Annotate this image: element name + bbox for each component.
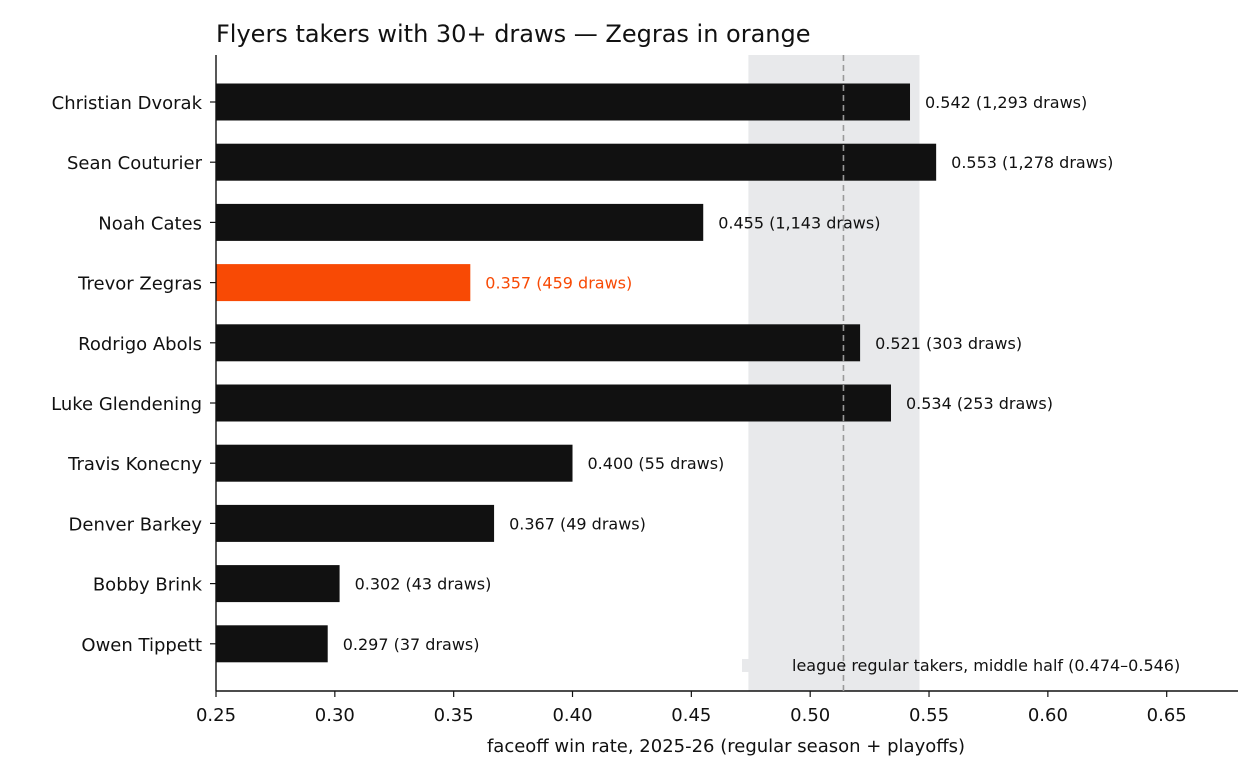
- category-label-1: Christian Dvorak: [52, 93, 203, 114]
- category-label-4: Trevor Zegras: [77, 274, 202, 295]
- value-label-10: 0.297 (37 draws): [343, 635, 480, 654]
- bar-6: [216, 384, 891, 422]
- x-tick-label-4: 0.40: [552, 705, 592, 726]
- x-tick-label-3: 0.35: [434, 705, 474, 726]
- value-label-1: 0.542 (1,293 draws): [925, 93, 1087, 112]
- label-layer: 0.542 (1,293 draws) 0.553 (1,278 draws) 0.…: [343, 55, 1113, 691]
- category-label-8: Denver Barkey: [69, 514, 203, 535]
- value-label-3: 0.455 (1,143 draws): [718, 213, 880, 232]
- value-label-9: 0.302 (43 draws): [355, 575, 492, 594]
- legend: league regular takers, middle half (0.47…: [742, 656, 1180, 675]
- x-tick-label-9: 0.65: [1147, 705, 1187, 726]
- x-tick-label-5: 0.45: [671, 705, 711, 726]
- value-label-4: 0.357 (459 draws): [485, 274, 632, 293]
- x-tick-label-8: 0.60: [1028, 705, 1068, 726]
- x-tick-label-1: 0.25: [196, 705, 236, 726]
- x-tick-label-2: 0.30: [315, 705, 355, 726]
- value-label-8: 0.367 (49 draws): [509, 514, 646, 533]
- category-label-9: Bobby Brink: [93, 575, 203, 596]
- bar-layer: [216, 83, 937, 663]
- x-axis-label: faceoff win rate, 2025-26 (regular seaso…: [487, 736, 965, 757]
- category-label-5: Rodrigo Abols: [78, 334, 202, 355]
- bar-1: [216, 83, 911, 121]
- category-label-3: Noah Cates: [98, 213, 202, 234]
- category-label-10: Owen Tippett: [81, 635, 202, 656]
- x-tick-label-7: 0.55: [909, 705, 949, 726]
- bar-2: [216, 143, 937, 181]
- category-label-6: Luke Glendening: [51, 394, 202, 415]
- bar-7: [216, 444, 573, 482]
- bar-8: [216, 504, 495, 542]
- category-label-7: Travis Konecny: [67, 454, 202, 475]
- legend-swatch: [742, 659, 778, 672]
- x-tick-label-6: 0.50: [790, 705, 830, 726]
- bar-10: [216, 625, 328, 663]
- bar-3: [216, 203, 704, 241]
- value-label-6: 0.534 (253 draws): [906, 394, 1053, 413]
- value-label-5: 0.521 (303 draws): [875, 334, 1022, 353]
- chart-title: Flyers takers with 30+ draws — Zegras in…: [216, 20, 811, 48]
- bar-9: [216, 565, 340, 603]
- value-label-7: 0.400 (55 draws): [588, 454, 725, 473]
- bar-4: [216, 264, 471, 302]
- value-label-2: 0.553 (1,278 draws): [951, 153, 1113, 172]
- category-label-2: Sean Couturier: [67, 153, 203, 174]
- legend-label: league regular takers, middle half (0.47…: [792, 656, 1180, 675]
- axis-layer: Christian Dvorak Sean Couturier Noah Cates…: [51, 55, 1238, 726]
- bar-5: [216, 324, 861, 362]
